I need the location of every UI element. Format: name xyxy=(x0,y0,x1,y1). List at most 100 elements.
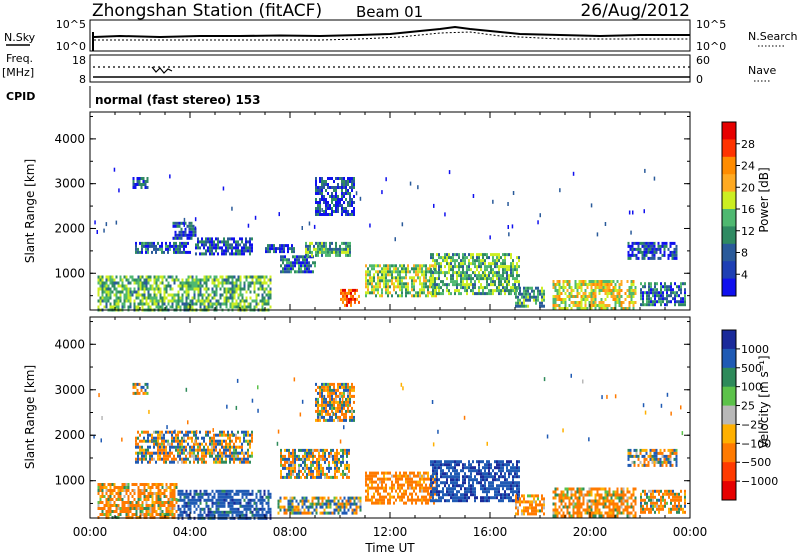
heatmap-cell xyxy=(153,442,155,446)
heatmap-cell xyxy=(215,275,218,279)
heatmap-cell xyxy=(519,292,521,296)
heatmap-cell xyxy=(163,275,166,279)
heatmap-cell xyxy=(199,492,202,496)
heatmap-cell xyxy=(330,448,332,452)
heatmap-cell xyxy=(331,391,333,395)
heatmap-cell xyxy=(375,294,377,298)
heatmap-cell xyxy=(259,501,262,505)
heatmap-cell xyxy=(421,282,423,286)
heatmap-cell xyxy=(243,457,245,461)
heatmap-cell xyxy=(510,274,512,278)
heatmap-cell xyxy=(478,262,480,266)
heatmap-cell xyxy=(682,282,684,286)
heatmap-cell xyxy=(436,475,438,479)
heatmap-cell xyxy=(113,486,116,489)
heatmap-cell xyxy=(101,483,104,486)
heatmap-cell xyxy=(627,244,630,248)
heatmap-cell xyxy=(151,250,153,254)
heatmap-cell xyxy=(614,286,617,289)
heatmap-cell xyxy=(237,436,239,440)
heatmap-cell xyxy=(427,288,429,292)
heatmap-cell xyxy=(149,241,151,245)
heatmap-cell xyxy=(139,451,141,455)
heatmap-cell xyxy=(225,510,228,514)
heatmap-cell xyxy=(157,498,160,501)
heatmap-cell xyxy=(335,502,338,506)
heatmap-cell xyxy=(345,189,347,192)
heatmap-cell xyxy=(570,301,573,304)
heatmap-cell xyxy=(159,290,162,294)
heatmap-cell xyxy=(245,510,248,514)
heatmap-cell xyxy=(500,280,502,284)
heatmap-cell xyxy=(323,496,326,500)
heatmap-cell xyxy=(101,275,104,279)
heatmap-cell xyxy=(217,513,220,517)
heatmap-cell xyxy=(554,298,557,301)
heatmap-cell xyxy=(157,454,159,458)
heatmap-cell xyxy=(325,403,327,407)
heatmap-cell xyxy=(241,442,243,446)
heatmap-cell xyxy=(187,442,189,446)
heatmap-cell xyxy=(552,283,555,286)
heatmap-cell xyxy=(319,192,321,195)
heatmap-cell xyxy=(341,183,343,186)
heatmap-cell xyxy=(147,486,150,489)
heatmap-cell xyxy=(151,241,153,245)
heatmap-cell xyxy=(425,276,427,280)
heatmap-cell xyxy=(159,247,161,251)
heatmap-cell xyxy=(282,466,284,470)
heatmap-cell xyxy=(488,262,490,266)
heatmap-cell xyxy=(468,286,470,290)
heatmap-cell xyxy=(302,454,304,458)
heatmap-cell xyxy=(231,290,234,294)
heatmap-cell xyxy=(434,478,436,482)
heatmap-cell xyxy=(645,253,648,257)
heatmap-cell xyxy=(523,292,525,296)
heatmap-cell xyxy=(159,287,162,291)
heatmap-cell xyxy=(399,276,401,280)
heatmap-cell xyxy=(684,291,686,295)
heatmap-cell xyxy=(586,307,589,310)
heatmap-cell xyxy=(325,397,327,401)
heatmap-cell xyxy=(331,382,333,386)
heatmap-cell xyxy=(165,510,168,513)
heatmap-cell xyxy=(265,513,268,517)
heatmap-cell xyxy=(316,475,318,479)
heatmap-cell xyxy=(163,433,165,437)
heatmap-cell xyxy=(125,287,128,291)
heatmap-cell xyxy=(342,454,344,458)
heatmap-cell xyxy=(421,477,423,481)
heatmap-cell xyxy=(221,246,223,250)
heatmap-cell xyxy=(415,267,417,271)
heatmap-cell xyxy=(249,510,252,514)
heatmap-cell xyxy=(299,499,302,503)
heatmap-cell xyxy=(123,302,126,306)
heatmap-cell xyxy=(181,302,184,306)
heatmap-cell xyxy=(317,418,319,422)
heatmap-cell xyxy=(606,307,609,310)
heatmap-cell xyxy=(99,507,102,510)
heatmap-cell xyxy=(373,492,375,496)
heatmap-cell xyxy=(171,299,174,303)
heatmap-cell xyxy=(684,294,686,298)
heatmap-cell xyxy=(344,288,346,292)
heatmap-cell xyxy=(318,475,320,479)
heatmap-cell xyxy=(310,469,312,473)
heatmap-cell xyxy=(369,270,371,274)
heatmap-cell xyxy=(425,267,427,271)
heatmap-cell xyxy=(227,442,229,446)
heatmap-cell xyxy=(345,400,347,404)
heatmap-cell xyxy=(349,244,351,248)
heatmap-cell xyxy=(284,463,286,467)
heatmap-cell xyxy=(165,290,168,294)
heatmap-cell xyxy=(506,289,508,293)
heatmap-cell xyxy=(409,276,411,280)
heatmap-cell xyxy=(157,284,160,288)
heatmap-cell xyxy=(498,280,500,284)
heatmap-cell xyxy=(399,495,401,499)
heatmap-cell xyxy=(225,439,227,443)
heatmap-cell xyxy=(171,451,173,455)
heatmap-cell xyxy=(322,457,324,461)
heatmap-cell xyxy=(284,454,286,458)
